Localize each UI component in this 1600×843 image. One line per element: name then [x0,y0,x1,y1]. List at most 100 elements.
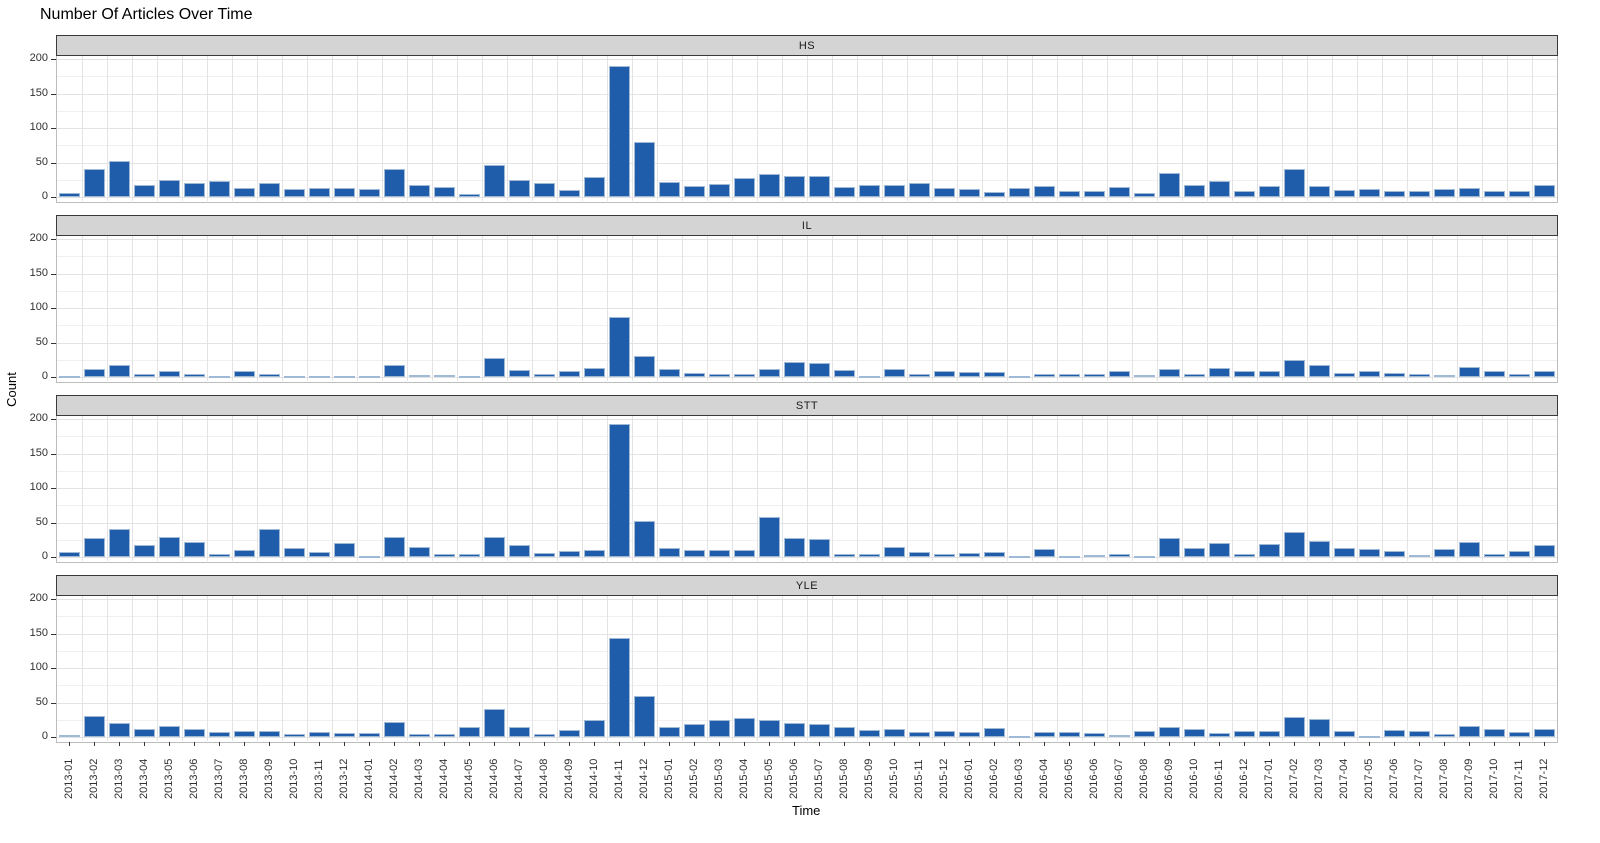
gridline-v [1282,56,1283,201]
bar-hs-2015-12 [934,188,955,197]
bar-il-2014-02 [384,365,405,377]
gridline-v [832,596,833,741]
gridline-v [1357,596,1358,741]
x-tick [194,742,195,746]
gridline-v [882,56,883,201]
gridline-v [1532,236,1533,381]
bar-hs-2014-08 [534,183,555,197]
x-tick [319,742,320,746]
bar-stt-2013-03 [109,529,130,557]
bar-stt-2017-03 [1309,541,1330,557]
x-tick [1119,742,1120,746]
x-tick-label: 2015-05 [763,758,775,799]
gridline-v [807,416,808,561]
y-axis-title: Count [3,372,19,407]
bar-stt-2017-06 [1384,551,1405,557]
x-tick [619,742,620,746]
gridline-v [357,596,358,741]
bar-stt-2014-08 [534,553,555,557]
gridline-v [432,236,433,381]
gridline-v [732,596,733,741]
gridline-v [332,416,333,561]
bar-stt-2017-11 [1509,551,1530,557]
x-tick [1344,742,1345,746]
bar-hs-2015-03 [709,184,730,197]
gridline-v [1182,596,1183,741]
gridline-v [1332,236,1333,381]
gridline-v [832,236,833,381]
x-tick [769,742,770,746]
bar-stt-2015-10 [884,547,905,557]
gridline-v [157,596,158,741]
bar-yle-2015-08 [834,727,855,737]
bar-il-2013-11 [309,376,330,378]
x-tick [694,742,695,746]
x-tick [144,742,145,746]
gridline-v [1257,56,1258,201]
bar-stt-2013-09 [259,529,280,557]
gridline-v [1357,416,1358,561]
y-tick-label: 0 [41,550,48,562]
gridline-v [982,416,983,561]
bar-yle-2016-09 [1159,727,1180,737]
bar-hs-2016-07 [1109,187,1130,197]
bar-hs-2014-06 [484,165,505,197]
gridline-v [182,236,183,381]
x-tick [1544,742,1545,746]
bar-hs-2013-01 [59,193,80,197]
bar-hs-2013-06 [184,183,205,197]
bar-hs-2015-05 [759,174,780,197]
bar-hs-2014-03 [409,185,430,197]
bar-yle-2014-06 [484,709,505,737]
x-tick-label: 2014-04 [438,758,450,799]
bar-yle-2013-03 [109,723,130,737]
bar-hs-2014-01 [359,189,380,197]
bar-hs-2017-03 [1309,186,1330,197]
bar-yle-2013-02 [84,716,105,737]
bar-hs-2015-06 [784,176,805,197]
bar-stt-2015-09 [859,554,880,557]
gridline-v [1007,416,1008,561]
gridline-v [957,596,958,741]
x-tick [1219,742,1220,746]
gridline-v [657,596,658,741]
bar-il-2014-01 [359,376,380,378]
bar-yle-2015-01 [659,727,680,737]
y-tick-label: 100 [29,661,48,673]
gridline-v [682,596,683,741]
bar-stt-2017-08 [1434,549,1455,557]
bar-stt-2013-07 [209,554,230,557]
y-tick [51,239,56,240]
bar-yle-2016-05 [1059,732,1080,737]
x-tick-label: 2014-11 [613,759,625,799]
x-tick-label: 2016-07 [1113,758,1125,799]
gridline-v [1032,56,1033,201]
x-tick-label: 2016-06 [1088,758,1100,799]
x-tick-label: 2017-07 [1413,758,1425,799]
bar-il-2017-05 [1359,371,1380,377]
bar-hs-2016-04 [1034,186,1055,197]
bar-yle-2015-03 [709,720,730,737]
gridline-v [532,236,533,381]
bar-stt-2017-07 [1409,555,1430,557]
panel-stt [56,416,1558,563]
bar-stt-2013-04 [134,545,155,557]
gridline-v [457,596,458,741]
y-tick-label: 150 [29,447,48,459]
y-tick [51,488,56,489]
bar-il-2015-11 [909,374,930,377]
gridline-v [1482,416,1483,561]
bar-il-2017-08 [1434,375,1455,377]
bar-hs-2015-02 [684,186,705,197]
bar-il-2013-06 [184,374,205,377]
bar-hs-2015-10 [884,185,905,197]
y-tick [51,128,56,129]
x-tick [1419,742,1420,746]
x-tick [419,742,420,746]
x-tick [244,742,245,746]
bar-yle-2016-04 [1034,732,1055,737]
gridline-v [907,596,908,741]
gridline-v [1032,416,1033,561]
bar-il-2017-11 [1509,374,1530,377]
x-tick-label: 2015-04 [738,758,750,799]
